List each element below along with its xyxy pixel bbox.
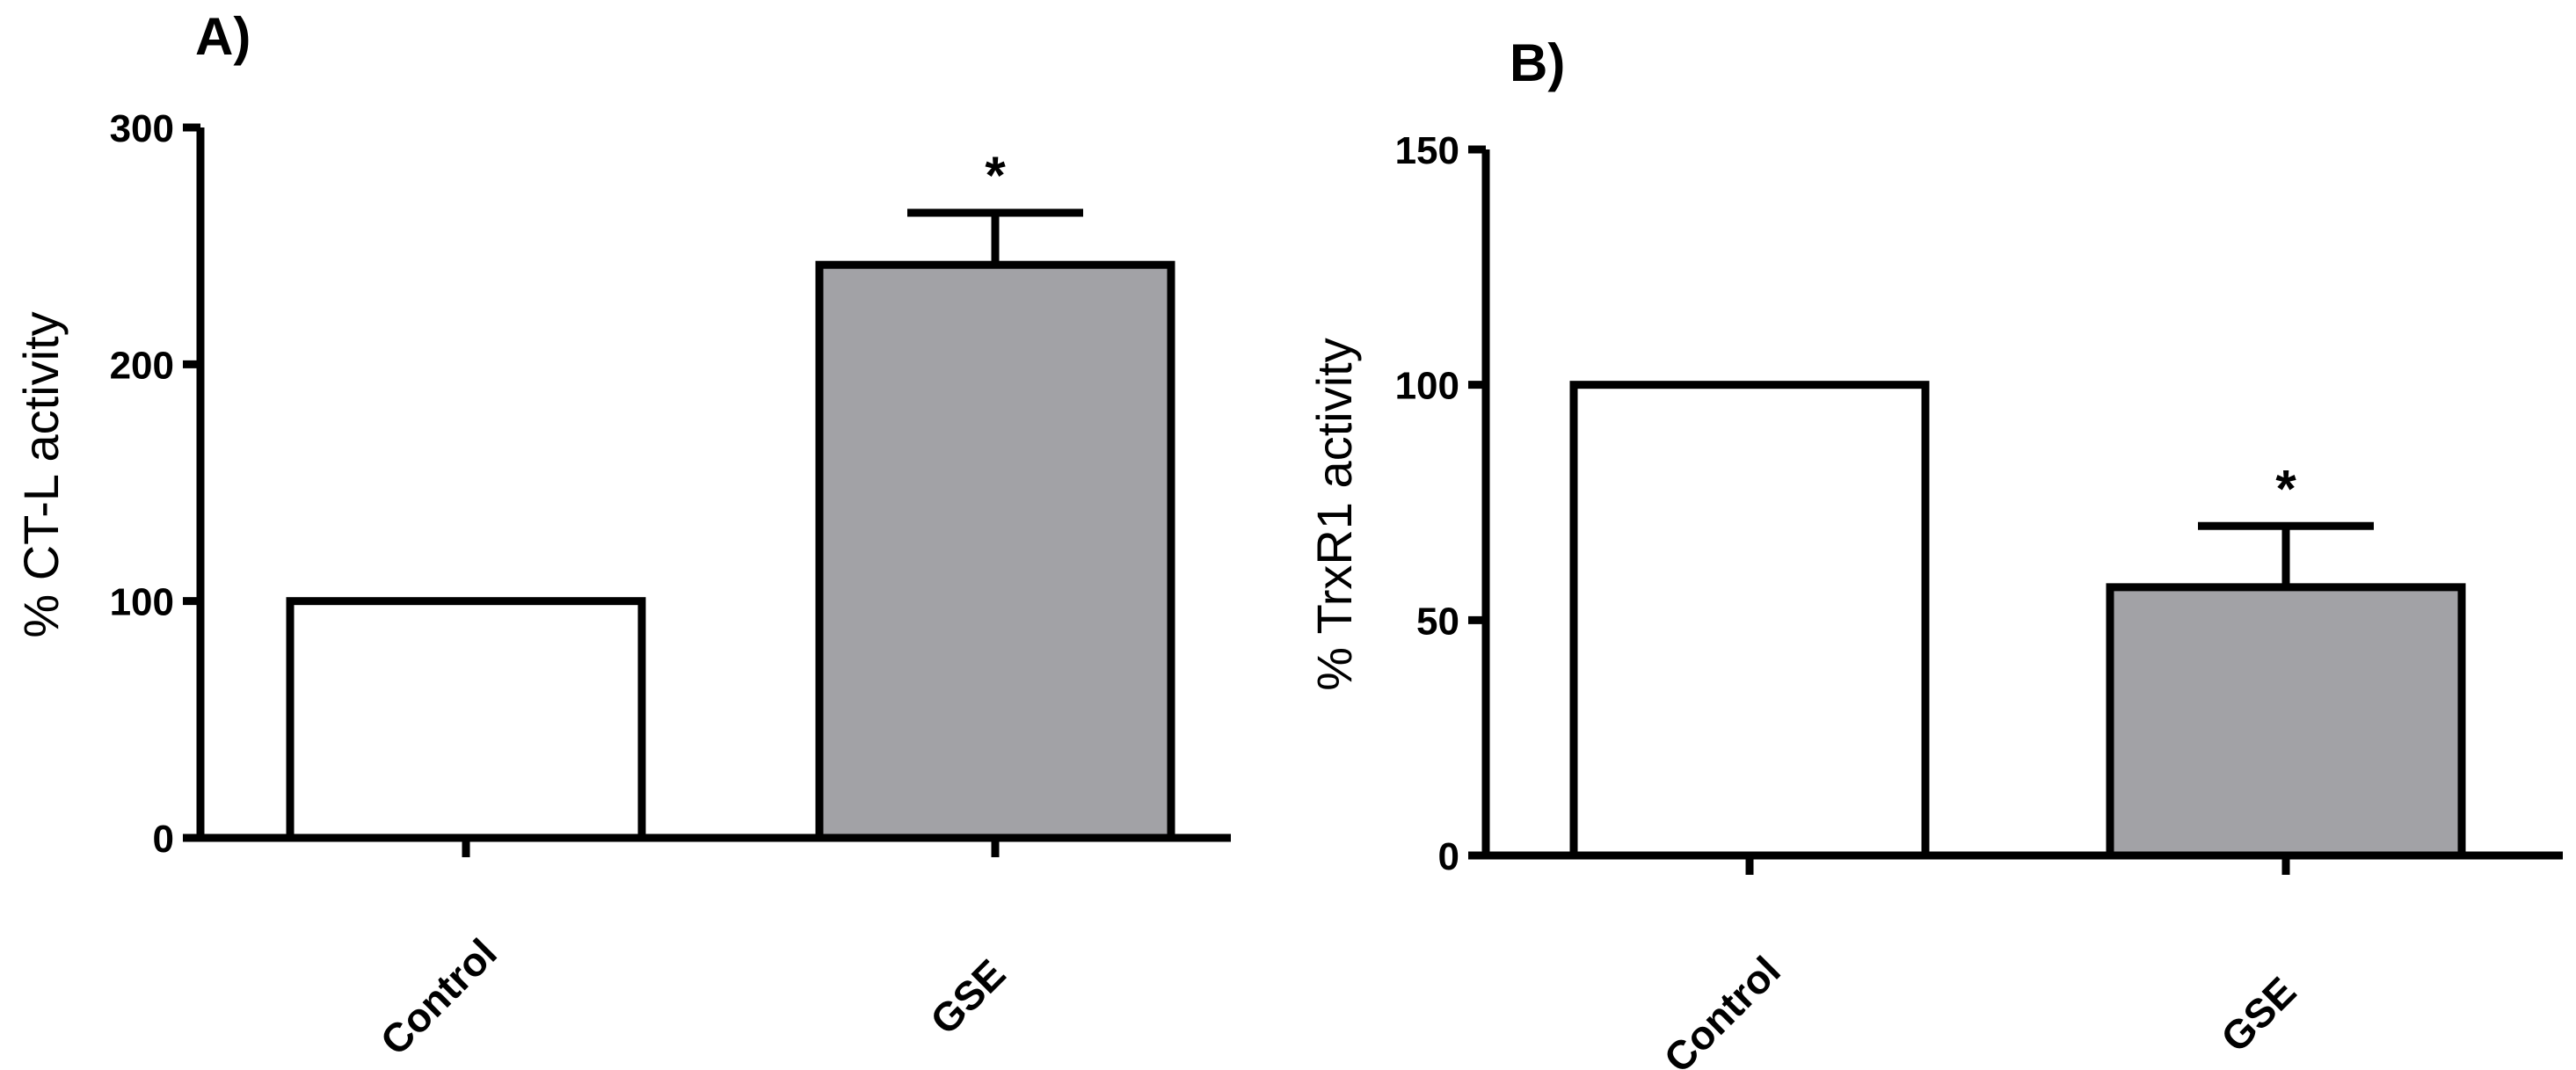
panel-a-chart: A) % CT-L activity 0 100 200 300 Control * GSE	[13, 7, 1231, 1064]
panel-a-y-tick-label: 100	[110, 581, 174, 624]
panel-a-plot-area: 0 100 200 300 Control * GSE	[110, 107, 1231, 1064]
panel-b-category-label-gse: GSE	[2212, 968, 2304, 1060]
panel-a-bar-gse	[815, 260, 1175, 842]
panel-b-category-label-control: Control	[1655, 947, 1788, 1070]
panel-a-category-label-control: Control	[371, 929, 505, 1063]
panel-b-chart: B) % TrxR1 activity 0 50 100 150 Control * GSE	[1306, 33, 2563, 1070]
panel-a-significance-marker: *	[985, 146, 1006, 205]
panel-a-label: A)	[195, 7, 251, 66]
panel-a-y-axis-title: % CT-L activity	[13, 311, 69, 637]
panel-b-y-tick-label: 0	[1438, 835, 1459, 878]
panel-b-label: B)	[1510, 33, 1565, 92]
panel-b-plot-area: 0 50 100 150 Control * GSE	[1395, 129, 2563, 1070]
panel-b-bar-control	[1569, 381, 1930, 860]
panel-a-y-tick-label: 200	[110, 344, 174, 387]
panel-a-y-tick-label: 0	[153, 818, 174, 861]
panel-b-significance-marker: *	[2275, 459, 2296, 518]
panel-b-y-axis-title: % TrxR1 activity	[1306, 338, 1362, 690]
panel-a-category-label-gse: GSE	[921, 950, 1014, 1043]
panel-b-y-tick-label: 150	[1395, 129, 1459, 172]
panel-b-y-tick-label: 50	[1416, 600, 1459, 643]
panel-b-y-tick-label: 100	[1395, 365, 1459, 408]
panel-a-bar-control	[286, 597, 646, 842]
panel-a-y-tick-label: 300	[110, 107, 174, 150]
panel-b-bar-gse	[2106, 583, 2466, 860]
